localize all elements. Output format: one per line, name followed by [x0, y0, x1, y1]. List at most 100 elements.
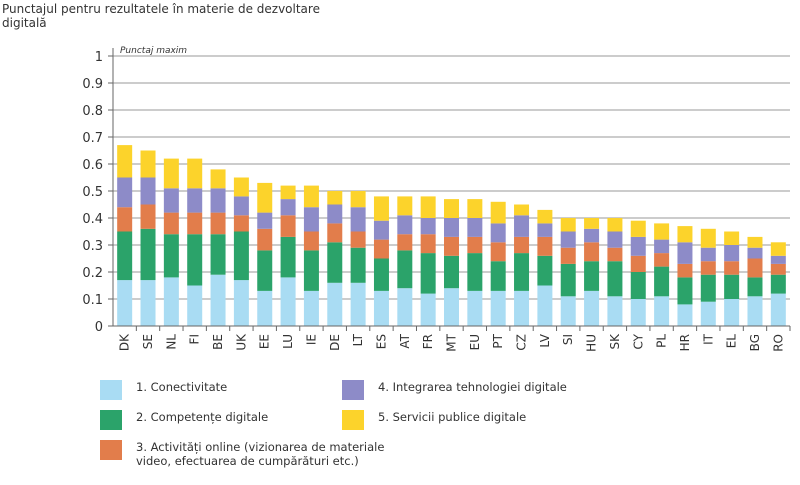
bar-segment-ES [373, 220, 389, 240]
bar-segment-HR [677, 226, 693, 243]
y-tick-label: 0.4 [82, 212, 103, 227]
bar-segment-EU [467, 290, 483, 326]
bar-segment-HU [584, 261, 600, 291]
bar-segment-RO [770, 263, 786, 275]
bar-segment-PT [490, 290, 506, 326]
legend-label: 1. Conectivitate [136, 380, 228, 394]
x-tick-label: CY [631, 333, 645, 349]
x-tick-label: FR [421, 334, 435, 349]
bar-segment-EE [257, 290, 273, 326]
x-tick-label: LV [538, 333, 552, 347]
x-tick-label: LU [281, 334, 295, 349]
bar-segment-BG [747, 247, 763, 259]
x-tick-label: HR [678, 334, 692, 351]
bar-segment-BE [210, 212, 226, 235]
x-tick-label: BG [748, 334, 762, 351]
legend-swatch [100, 410, 122, 430]
bar-segment-DK [117, 177, 133, 208]
legend-swatch [100, 440, 122, 460]
x-tick-label: PL [655, 334, 669, 348]
bar-segment-EL [724, 274, 740, 299]
bar-segment-IE [303, 207, 319, 232]
bar-segment-FR [420, 253, 436, 294]
bar-segment-PL [654, 253, 670, 267]
bar-segment-UK [233, 177, 249, 197]
bar-segment-HU [584, 228, 600, 243]
x-tick-label: IE [304, 334, 318, 345]
bar-segment-DK [117, 145, 133, 178]
y-tick-label: 0.7 [82, 131, 103, 146]
y-tick-label: 0.2 [82, 266, 103, 281]
bar-segment-HU [584, 218, 600, 229]
legend-item-4: 4. Integrarea tehnologiei digitale [342, 380, 567, 400]
bar-segment-PL [654, 296, 670, 326]
legend-item-5: 5. Servicii publice digitale [342, 410, 526, 430]
bar-segment-EE [257, 212, 273, 229]
bar-segment-PT [490, 223, 506, 243]
bar-segment-ES [373, 290, 389, 326]
bar-segment-BE [210, 169, 226, 189]
bar-segment-SK [607, 218, 623, 232]
bar-segment-EU [467, 199, 483, 218]
bar-segment-SE [140, 177, 156, 205]
bar-segment-ES [373, 258, 389, 291]
bar-segment-DE [327, 223, 343, 243]
bar-segment-IE [303, 250, 319, 291]
legend-label: 3. Activități online (vizionarea de mate… [136, 440, 385, 468]
x-tick-label: SK [608, 333, 622, 350]
bar-segment-DE [327, 204, 343, 224]
legend-item-2: 2. Competențe digitale [100, 410, 268, 430]
bar-segment-NL [163, 277, 179, 326]
bar-segment-FI [187, 212, 203, 235]
bar-segment-PL [654, 223, 670, 240]
x-tick-label: AT [398, 333, 412, 348]
bar-segment-LT [350, 191, 366, 208]
bar-segment-SI [560, 247, 576, 264]
bar-segment-BG [747, 236, 763, 248]
bar-segment-BE [210, 188, 226, 213]
bar-segment-LV [537, 236, 553, 256]
bar-segment-LV [537, 223, 553, 237]
bar-segment-LU [280, 185, 296, 200]
bar-segment-SI [560, 231, 576, 248]
y-tick-label: 1 [95, 50, 103, 65]
bar-segment-IT [700, 301, 716, 326]
max-score-annotation: Punctaj maxim [120, 46, 187, 56]
bar-segment-AT [397, 196, 413, 216]
y-tick-label: 0.8 [82, 104, 103, 119]
bar-segment-SE [140, 150, 156, 178]
x-tick-label: LT [351, 333, 365, 346]
bar-segment-SK [607, 296, 623, 326]
x-tick-label: UK [234, 333, 248, 351]
bar-segment-CY [630, 299, 646, 326]
y-tick-label: 0.9 [82, 77, 103, 92]
bar-segment-LT [350, 282, 366, 326]
bar-segment-EU [467, 236, 483, 254]
bar-segment-FR [420, 218, 436, 235]
bar-segment-FR [420, 293, 436, 326]
legend-item-3: 3. Activități online (vizionarea de mate… [100, 440, 400, 468]
bar-segment-CY [630, 255, 646, 272]
bar-segment-UK [233, 231, 249, 281]
legend-swatch [342, 380, 364, 400]
bar-segment-BE [210, 274, 226, 326]
bar-segment-SK [607, 247, 623, 262]
bar-segment-EL [724, 299, 740, 326]
bar-segment-LT [350, 231, 366, 248]
bar-segment-BG [747, 258, 763, 278]
bar-segment-EE [257, 182, 273, 213]
bar-segment-MT [444, 199, 459, 218]
x-tick-label: PT [491, 333, 505, 348]
bar-segment-FR [420, 234, 436, 254]
x-tick-label: RO [771, 334, 785, 352]
x-tick-label: IT [701, 333, 715, 345]
bar-segment-SI [560, 263, 576, 297]
bar-segment-BG [747, 277, 763, 297]
bar-segment-DE [327, 242, 343, 283]
bar-segment-UK [233, 215, 249, 232]
bar-segment-ES [373, 239, 389, 259]
bar-segment-SE [140, 228, 156, 281]
bar-segment-HR [677, 304, 693, 326]
bar-segment-HR [677, 263, 693, 278]
